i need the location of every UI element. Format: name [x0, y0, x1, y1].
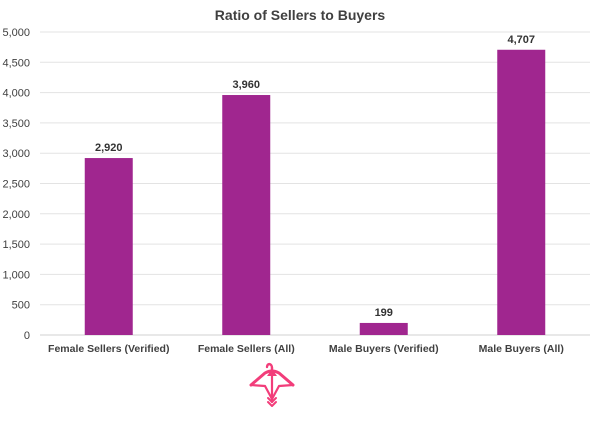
bar	[497, 49, 546, 335]
y-tick-label: 0	[24, 330, 30, 342]
bars	[84, 49, 546, 335]
data-label: 3,960	[232, 79, 260, 91]
x-category-label: Female Sellers (Verified)	[48, 343, 169, 355]
y-tick-label: 5,000	[2, 27, 30, 39]
y-tick-label: 4,000	[2, 88, 30, 100]
bar	[359, 322, 408, 335]
bar	[222, 95, 271, 335]
chart-title: Ratio of Sellers to Buyers	[215, 7, 386, 23]
x-axis-category-labels: Female Sellers (Verified) Female Sellers …	[48, 343, 564, 355]
data-label: 2,920	[95, 142, 123, 154]
x-category-label: Male Buyers (All)	[479, 343, 564, 355]
y-tick-label: 2,000	[2, 209, 30, 221]
x-category-label: Female Sellers (All)	[198, 343, 295, 355]
y-axis-tick-labels: 0 500 1,000 1,500 2,000 2,500 3,000 3,500 4,000 4…	[2, 27, 30, 342]
bar	[84, 158, 133, 335]
y-tick-label: 3,500	[2, 118, 30, 130]
y-tick-label: 4,500	[2, 57, 30, 69]
data-label: 199	[375, 307, 393, 319]
y-tick-label: 500	[12, 300, 30, 312]
y-tick-label: 1,000	[2, 269, 30, 281]
y-tick-label: 3,000	[2, 148, 30, 160]
y-tick-label: 2,500	[2, 179, 30, 191]
data-label: 4,707	[507, 34, 535, 46]
hanger-bow-logo-icon	[249, 362, 295, 407]
data-labels: 2,920 3,960 199 4,707	[95, 34, 535, 319]
y-tick-label: 1,500	[2, 239, 30, 251]
x-category-label: Male Buyers (Verified)	[329, 343, 439, 355]
